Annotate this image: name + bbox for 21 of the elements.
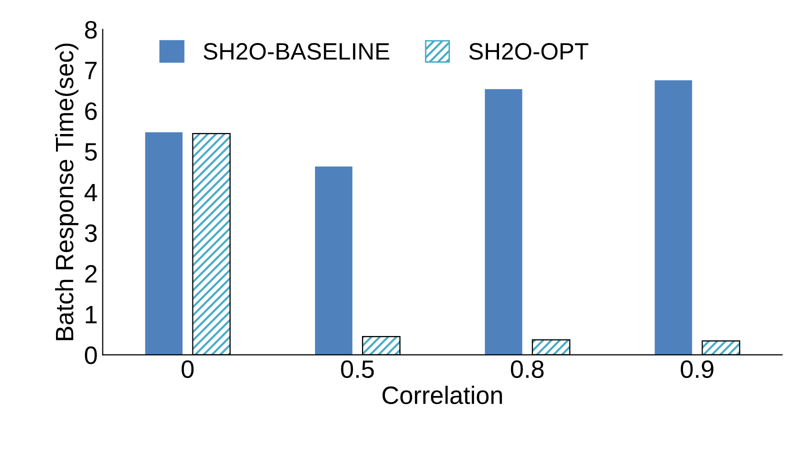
y-tick-label: 6 bbox=[85, 102, 97, 120]
y-tick-label: 8 bbox=[85, 20, 97, 39]
y-tick-label: 1 bbox=[86, 306, 97, 324]
bar bbox=[315, 166, 352, 355]
y-tick-label: 5 bbox=[84, 143, 97, 161]
y-tick-label: 3 bbox=[84, 224, 97, 242]
bar bbox=[484, 89, 522, 355]
legend-label: SH2O-OPT bbox=[469, 43, 588, 60]
y-tick-label: 0 bbox=[84, 346, 97, 364]
y-tick-label: 7 bbox=[85, 62, 97, 80]
x-tick-label: 0.5 bbox=[341, 360, 374, 378]
bar bbox=[145, 132, 183, 355]
x-tick-label: 0 bbox=[182, 360, 194, 378]
legend-label: SH2O-BASELINE bbox=[204, 43, 390, 60]
x-tick-label: 0.8 bbox=[510, 360, 544, 378]
y-tick-label: 4 bbox=[84, 184, 98, 202]
x-tick-label: 0.9 bbox=[680, 360, 714, 378]
y-axis-title: Batch Response Time(sec) bbox=[55, 44, 78, 340]
bar bbox=[654, 80, 692, 355]
y-tick-label: 2 bbox=[85, 265, 97, 283]
x-axis-title: Correlation bbox=[382, 386, 502, 404]
